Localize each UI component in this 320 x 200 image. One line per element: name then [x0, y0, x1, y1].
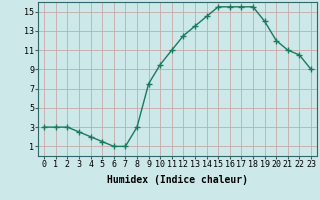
- X-axis label: Humidex (Indice chaleur): Humidex (Indice chaleur): [107, 175, 248, 185]
